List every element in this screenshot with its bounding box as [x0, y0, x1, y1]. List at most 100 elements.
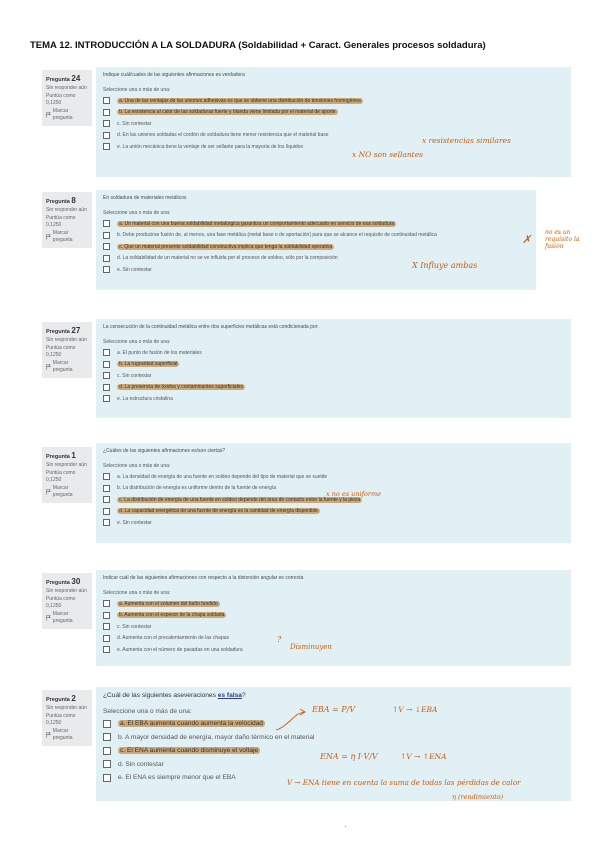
checkbox[interactable] — [103, 383, 110, 391]
option-label: c. Sin contestar — [117, 623, 152, 630]
question-status: Sin responder aún — [46, 705, 87, 711]
checkbox[interactable] — [103, 746, 111, 755]
flag-question-button[interactable]: Marcar pregunta — [46, 108, 88, 123]
checkbox[interactable] — [103, 646, 110, 654]
handwritten-formula: ENA = η I·V/V — [320, 752, 378, 761]
question-score: Puntúa como 0,1250 — [46, 344, 76, 359]
select-prompt: Seleccione una o más de una: — [103, 708, 192, 715]
checkbox[interactable] — [103, 360, 110, 368]
question-status: Sin responder aún — [46, 588, 87, 594]
checkbox[interactable] — [103, 349, 110, 357]
question-text: Indique cuál/cuales de las siguientes af… — [103, 72, 245, 78]
checkbox[interactable] — [103, 254, 110, 262]
answer-option[interactable]: e. La unión mecánica tiene la ventaje de… — [103, 141, 564, 153]
checkbox[interactable] — [103, 143, 110, 151]
checkbox[interactable] — [103, 719, 111, 728]
checkbox[interactable] — [103, 623, 110, 631]
question-number: Pregunta 30 — [46, 577, 81, 586]
checkbox[interactable] — [103, 120, 110, 128]
question-text: Indicar cuál de las siguientes afirmacio… — [103, 575, 304, 581]
checkbox[interactable] — [103, 611, 110, 619]
option-label: d. En las uniones soldadas el cordón de … — [117, 132, 329, 139]
handwritten-mark: ? — [277, 635, 282, 644]
question-score: Puntúa como 0,1250 — [46, 595, 76, 610]
checkbox[interactable] — [103, 220, 110, 228]
option-label: d. Aumenta con el precalentamiento de la… — [117, 635, 230, 642]
handwritten-note: x resistencias similares — [422, 136, 511, 145]
option-label: c. La distribución de energía de una fue… — [117, 496, 363, 503]
checkbox[interactable] — [103, 634, 110, 642]
answer-option[interactable]: e. Aumenta con el número de pasadas en u… — [103, 644, 564, 656]
checkbox[interactable] — [103, 496, 110, 504]
answer-option[interactable]: e. Sin contestar — [103, 517, 564, 529]
checkbox[interactable] — [103, 108, 110, 116]
flag-question-button[interactable]: Marcar pregunta — [46, 230, 88, 245]
question-status: Sin responder aún — [46, 207, 87, 213]
checkbox[interactable] — [103, 519, 110, 527]
checkbox[interactable] — [103, 484, 110, 492]
checkbox[interactable] — [103, 131, 110, 139]
checkbox[interactable] — [103, 266, 110, 274]
answer-option[interactable]: b. Aumenta con el espesor de la chapa so… — [103, 610, 564, 622]
select-prompt: Seleccione una o más de una: — [103, 590, 171, 596]
question-info-27: Pregunta 27 Sin responder aún Puntúa com… — [42, 322, 92, 378]
answer-option[interactable]: e. La estructura cristalina — [103, 393, 564, 405]
answer-option[interactable]: e. Sin contestar — [103, 264, 529, 276]
handwritten-note: η (rendimiento) — [452, 793, 504, 801]
flag-question-button[interactable]: Marcar pregunta — [46, 485, 88, 500]
answer-option[interactable]: c. Que un material presente soldabilidad… — [103, 241, 529, 253]
answer-option[interactable]: d. Aumenta con el precalentamiento de la… — [103, 633, 564, 645]
answer-option[interactable]: e. El ENA es siempre menor que el EBA — [103, 771, 564, 785]
checkbox[interactable] — [103, 395, 110, 403]
answer-option[interactable]: b. A mayor densidad de energía, mayor da… — [103, 731, 564, 745]
answer-option[interactable]: a. La densidad de energía de una fuente … — [103, 471, 564, 483]
checkbox[interactable] — [103, 600, 110, 608]
answer-option[interactable]: d. En las uniones soldadas el cordón de … — [103, 130, 564, 142]
answer-option[interactable]: c. Sin contestar — [103, 621, 564, 633]
answer-option[interactable]: d. La presencia de óxidos y contaminante… — [103, 382, 564, 394]
answer-option[interactable]: c. Sin contestar — [103, 370, 564, 382]
handwritten-note: ↑V → ↑ENA — [400, 752, 447, 761]
answer-option[interactable]: b. La distribución de energía es uniform… — [103, 483, 564, 495]
option-label: e. Sin contestar — [117, 519, 152, 526]
answer-option[interactable]: b. La resistencia al calor de las soldad… — [103, 107, 564, 119]
answer-option[interactable]: c. La distribución de energía de una fue… — [103, 494, 564, 506]
option-label: d. La soldabilidad de un material no se … — [117, 255, 338, 262]
option-label: b. Aumenta con el espesor de la chapa so… — [117, 612, 227, 619]
answer-option[interactable]: a. El EBA aumenta cuando aumenta la velo… — [103, 717, 564, 731]
select-prompt: Seleccione una o más de una: — [103, 210, 171, 216]
answer-option[interactable]: c. El ENA aumenta cuando disminuye el vo… — [103, 744, 564, 758]
flag-icon — [46, 234, 51, 240]
handwritten-note: V → ENA tiene en cuenta la suma de todas… — [287, 778, 521, 787]
checkbox[interactable] — [103, 372, 110, 380]
option-label: a. El punto de fusión de los materiales — [117, 349, 202, 356]
option-label: b. La distribución de energía es uniform… — [117, 485, 276, 492]
question-text: ¿Cuáles de las siguientes afirmaciones e… — [103, 448, 226, 454]
answer-option[interactable]: d. Sin contestar — [103, 758, 564, 772]
question-status: Sin responder aún — [46, 337, 87, 343]
answer-option[interactable]: b. La rugosidad superficial — [103, 359, 564, 371]
answer-option[interactable]: a. Aumenta con el volumen del baño fundi… — [103, 598, 564, 610]
checkbox[interactable] — [103, 773, 111, 782]
checkbox[interactable] — [103, 507, 110, 515]
option-label: e. Sin contestar — [117, 266, 152, 273]
flag-question-button[interactable]: Marcar pregunta — [46, 611, 88, 626]
option-label: d. Sin contestar — [118, 760, 164, 768]
flag-question-button[interactable]: Marcar pregunta — [46, 728, 88, 743]
question-score: Puntúa como 0,1250 — [46, 712, 76, 727]
answer-option[interactable]: b. Debe producirse fusión de, al menos, … — [103, 230, 529, 242]
handwritten-note: ↑V → ↓EBA — [392, 705, 438, 714]
checkbox[interactable] — [103, 760, 111, 769]
flag-question-button[interactable]: Marcar pregunta — [46, 360, 88, 375]
checkbox[interactable] — [103, 243, 110, 251]
checkbox[interactable] — [103, 231, 110, 239]
answer-option[interactable]: d. La soldabilidad de un material no se … — [103, 253, 529, 265]
checkbox[interactable] — [103, 97, 110, 105]
answer-option[interactable]: d. La capacidad energética de una fuente… — [103, 506, 564, 518]
checkbox[interactable] — [103, 473, 110, 481]
answer-option[interactable]: a. Una de las ventajas de las uniones ad… — [103, 95, 564, 107]
answer-option[interactable]: a. El punto de fusión de los materiales — [103, 347, 564, 359]
answer-option[interactable]: a. Un material con una buena soldabilida… — [103, 218, 529, 230]
checkbox[interactable] — [103, 733, 111, 742]
answer-option[interactable]: c. Sin contestar — [103, 118, 564, 130]
